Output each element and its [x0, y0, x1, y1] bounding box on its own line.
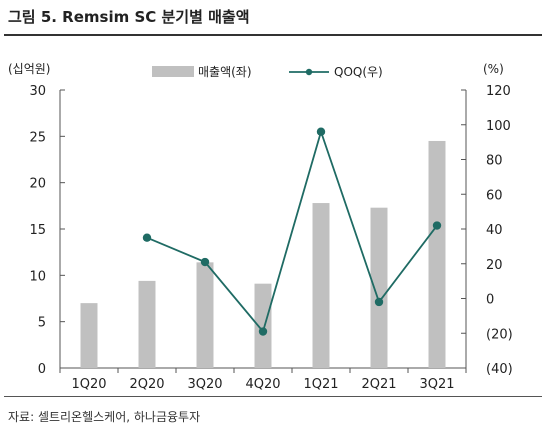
- qoq-point: [432, 221, 442, 230]
- revenue-bar: [370, 207, 388, 368]
- right-tick-label: 120: [486, 84, 511, 99]
- x-tick-label: 3Q21: [419, 377, 454, 392]
- right-tick-label: 40: [486, 223, 503, 238]
- revenue-bar: [254, 283, 272, 368]
- x-tick-label: 4Q20: [245, 377, 280, 392]
- left-tick-label: 30: [29, 84, 46, 99]
- x-tick-label: 1Q21: [303, 377, 338, 392]
- right-axis-unit: (%): [483, 62, 504, 76]
- qoq-point: [142, 233, 152, 242]
- x-tick-label: 2Q20: [129, 377, 164, 392]
- revenue-bar: [138, 280, 156, 368]
- figure-title: 그림 5. Remsim SC 분기별 매출액: [8, 8, 250, 26]
- right-tick-label: 20: [486, 258, 503, 273]
- right-tick-label: (40): [486, 362, 513, 377]
- left-tick-label: 5: [38, 316, 46, 331]
- revenue-qoq-chart: 0 5 10 15 20 25 30 (40) (20) 0 20 40 60 80 100 120 (십억원)…: [8, 62, 513, 392]
- left-tick-label: 15: [29, 223, 46, 238]
- left-tick-label: 25: [29, 130, 46, 145]
- legend-line-label: QOQ(우): [334, 65, 383, 79]
- qoq-line: [146, 128, 438, 334]
- qoq-point: [316, 127, 326, 136]
- legend-bar-swatch: [152, 66, 194, 77]
- qoq-point: [374, 297, 384, 307]
- right-tick-label: 80: [486, 154, 503, 169]
- revenue-bar: [428, 140, 446, 368]
- footer-rule: [4, 396, 542, 397]
- source-note: 자료: 셀트리온헬스케어, 하나금융투자: [8, 410, 201, 424]
- legend-line-marker: [305, 68, 313, 76]
- x-tick-label: 1Q20: [71, 377, 106, 392]
- left-tick-label: 10: [29, 269, 46, 284]
- right-tick-label: (20): [486, 327, 513, 342]
- right-tick-label: 0: [486, 293, 494, 308]
- legend-bar-label: 매출액(좌): [198, 65, 252, 79]
- qoq-point: [200, 257, 210, 267]
- revenue-bar: [312, 203, 330, 368]
- left-axis-unit: (십억원): [8, 62, 50, 76]
- qoq-point: [258, 327, 268, 336]
- x-tick-label: 3Q20: [187, 377, 222, 392]
- left-tick-label: 0: [38, 362, 46, 377]
- right-tick-label: 100: [486, 119, 511, 134]
- right-tick-label: 60: [486, 188, 503, 203]
- title-rule: [4, 34, 542, 36]
- revenue-bar: [80, 303, 98, 368]
- x-tick-label: 2Q21: [361, 377, 396, 392]
- left-tick-label: 20: [29, 177, 46, 192]
- revenue-bar: [196, 262, 214, 368]
